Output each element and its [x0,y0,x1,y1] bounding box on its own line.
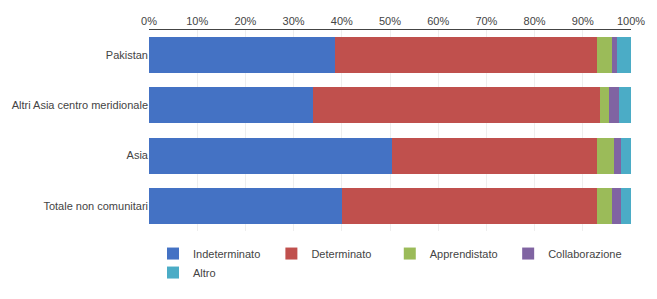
svg-text:30%: 30% [283,15,305,27]
svg-text:0%: 0% [141,15,157,27]
svg-text:Pakistan: Pakistan [106,49,148,61]
svg-text:Apprendistato: Apprendistato [430,248,498,260]
svg-text:Collaborazione: Collaborazione [548,248,621,260]
svg-text:60%: 60% [427,15,449,27]
svg-text:Indeterminato: Indeterminato [193,248,260,260]
svg-text:100%: 100% [617,15,645,27]
svg-text:Altri Asia centro meridionale: Altri Asia centro meridionale [12,99,148,111]
svg-text:90%: 90% [572,15,594,27]
svg-text:70%: 70% [475,15,497,27]
svg-text:10%: 10% [186,15,208,27]
svg-text:Asia: Asia [127,149,149,161]
svg-text:Altro: Altro [193,267,216,279]
svg-text:40%: 40% [331,15,353,27]
svg-text:20%: 20% [234,15,256,27]
svg-text:80%: 80% [524,15,546,27]
svg-text:Totale non comunitari: Totale non comunitari [43,200,148,212]
svg-text:50%: 50% [379,15,401,27]
svg-text:Determinato: Determinato [311,248,371,260]
